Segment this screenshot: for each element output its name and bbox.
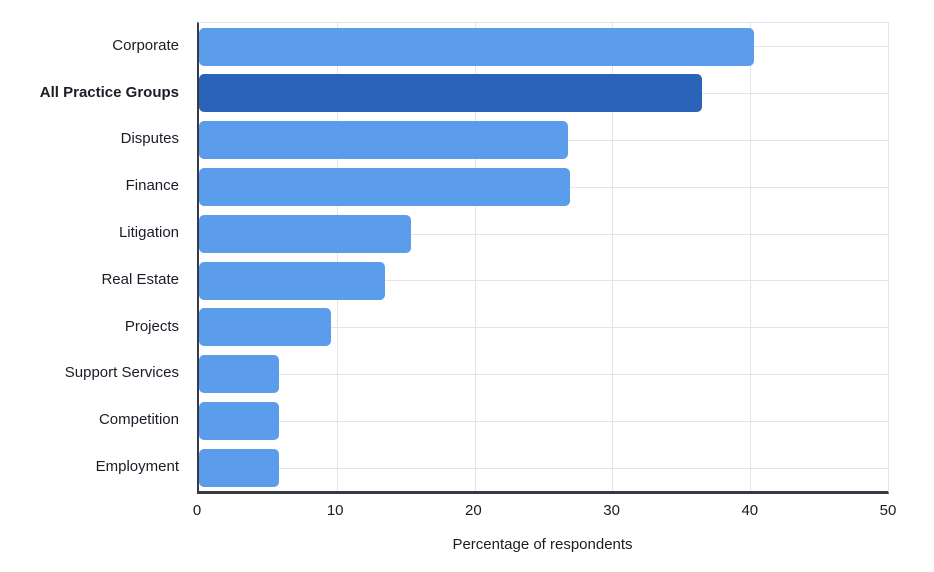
category-label-all-practice-groups: All Practice Groups bbox=[39, 83, 179, 101]
bar-employment bbox=[199, 448, 279, 487]
x-tick-label-40: 40 bbox=[741, 502, 759, 519]
vertical-gridline bbox=[474, 23, 476, 491]
chart-row bbox=[199, 163, 888, 210]
vertical-gridline bbox=[336, 23, 338, 491]
chart-row bbox=[199, 397, 888, 444]
chart-row bbox=[199, 304, 888, 351]
category-label-disputes: Disputes bbox=[120, 130, 179, 148]
horizontal-gridline bbox=[199, 373, 888, 375]
category-label-litigation: Litigation bbox=[118, 224, 179, 242]
x-tick-label-0: 0 bbox=[192, 502, 202, 519]
y-axis-category-labels: Corporate All Practice Groups Disputes Fina… bbox=[0, 22, 188, 490]
bar-projects bbox=[199, 308, 332, 347]
x-tick-label-30: 30 bbox=[603, 502, 620, 519]
bar-finance bbox=[199, 167, 570, 206]
bar-competition bbox=[199, 401, 279, 440]
vertical-gridline bbox=[750, 23, 752, 491]
chart-row bbox=[199, 210, 888, 257]
category-label-corporate: Corporate bbox=[112, 36, 179, 54]
chart-row bbox=[199, 70, 888, 117]
x-axis-title: Percentage of respondents bbox=[452, 536, 633, 553]
plot-area bbox=[197, 22, 889, 494]
horizontal-gridline bbox=[199, 467, 888, 469]
horizontal-gridline bbox=[199, 420, 888, 422]
x-tick-label-10: 10 bbox=[326, 502, 344, 519]
category-label-support-services: Support Services bbox=[64, 364, 179, 382]
horizontal-gridline bbox=[199, 233, 888, 235]
bar-disputes bbox=[199, 121, 569, 160]
category-label-employment: Employment bbox=[95, 458, 179, 476]
category-label-competition: Competition bbox=[98, 411, 179, 429]
bar-corporate bbox=[199, 27, 755, 66]
bar-all-practice-groups bbox=[199, 74, 702, 113]
x-axis-tick-labels: 0 10 20 30 40 50 bbox=[193, 502, 897, 522]
chart-row bbox=[199, 351, 888, 398]
category-label-projects: Projects bbox=[124, 317, 179, 335]
x-tick-label-20: 20 bbox=[465, 502, 482, 519]
x-tick-label-50: 50 bbox=[879, 502, 897, 519]
category-label-finance: Finance bbox=[125, 177, 179, 195]
chart-row bbox=[199, 257, 888, 304]
bar-real-estate bbox=[199, 261, 386, 300]
bar-litigation bbox=[199, 214, 412, 253]
category-label-real-estate: Real Estate bbox=[101, 270, 179, 288]
chart-row bbox=[199, 444, 888, 491]
horizontal-gridline bbox=[199, 280, 888, 282]
bar-support-services bbox=[199, 355, 279, 394]
vertical-gridline bbox=[612, 23, 614, 491]
horizontal-gridline bbox=[199, 327, 888, 329]
chart-row bbox=[199, 117, 888, 164]
chart-row bbox=[199, 23, 888, 70]
